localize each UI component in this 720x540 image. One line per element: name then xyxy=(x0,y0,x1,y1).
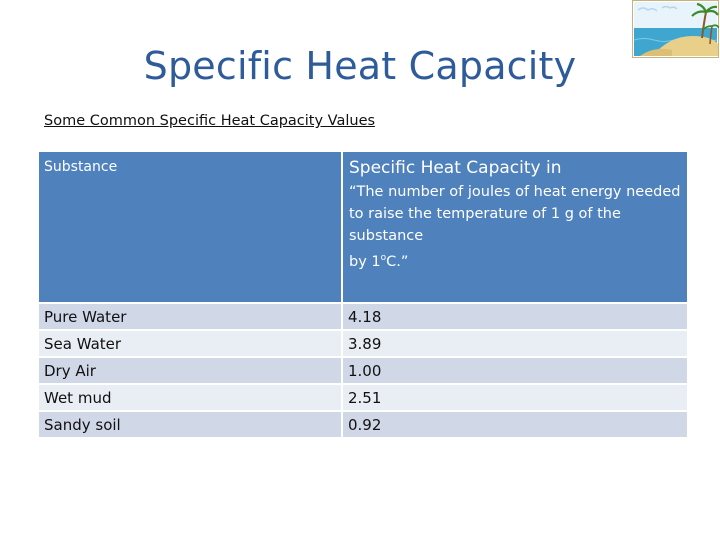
cell-value: 1.00 xyxy=(343,358,687,383)
header-shc-description: “The number of joules of heat energy nee… xyxy=(349,181,681,273)
table-row: Dry Air 1.00 xyxy=(39,358,687,383)
cell-substance: Wet mud xyxy=(39,385,341,410)
page-title: Specific Heat Capacity xyxy=(143,44,577,88)
header-shc-desc-text: “The number of joules of heat energy nee… xyxy=(349,184,681,244)
beach-island-icon xyxy=(632,0,719,58)
table-header-row: Substance Specific Heat Capacity in “The… xyxy=(39,152,687,302)
header-specific-heat: Specific Heat Capacity in “The number of… xyxy=(343,152,687,302)
header-substance: Substance xyxy=(39,152,341,302)
cell-value: 3.89 xyxy=(343,331,687,356)
header-shc-unit-sup: o xyxy=(380,253,387,263)
header-shc-unit-suffix: C.” xyxy=(386,253,409,270)
table-row: Pure Water 4.18 xyxy=(39,304,687,329)
cell-value: 4.18 xyxy=(343,304,687,329)
table-row: Sandy soil 0.92 xyxy=(39,412,687,437)
cell-substance: Sea Water xyxy=(39,331,341,356)
table-row: Wet mud 2.51 xyxy=(39,385,687,410)
cell-substance: Sandy soil xyxy=(39,412,341,437)
cell-value: 0.92 xyxy=(343,412,687,437)
cell-substance: Pure Water xyxy=(39,304,341,329)
table-row: Sea Water 3.89 xyxy=(39,331,687,356)
cell-value: 2.51 xyxy=(343,385,687,410)
header-shc-title: Specific Heat Capacity in xyxy=(349,158,562,178)
specific-heat-table: Substance Specific Heat Capacity in “The… xyxy=(37,150,689,439)
header-shc-unit-prefix: by 1 xyxy=(349,253,381,270)
table-caption: Some Common Specific Heat Capacity Value… xyxy=(44,113,376,129)
cell-substance: Dry Air xyxy=(39,358,341,383)
